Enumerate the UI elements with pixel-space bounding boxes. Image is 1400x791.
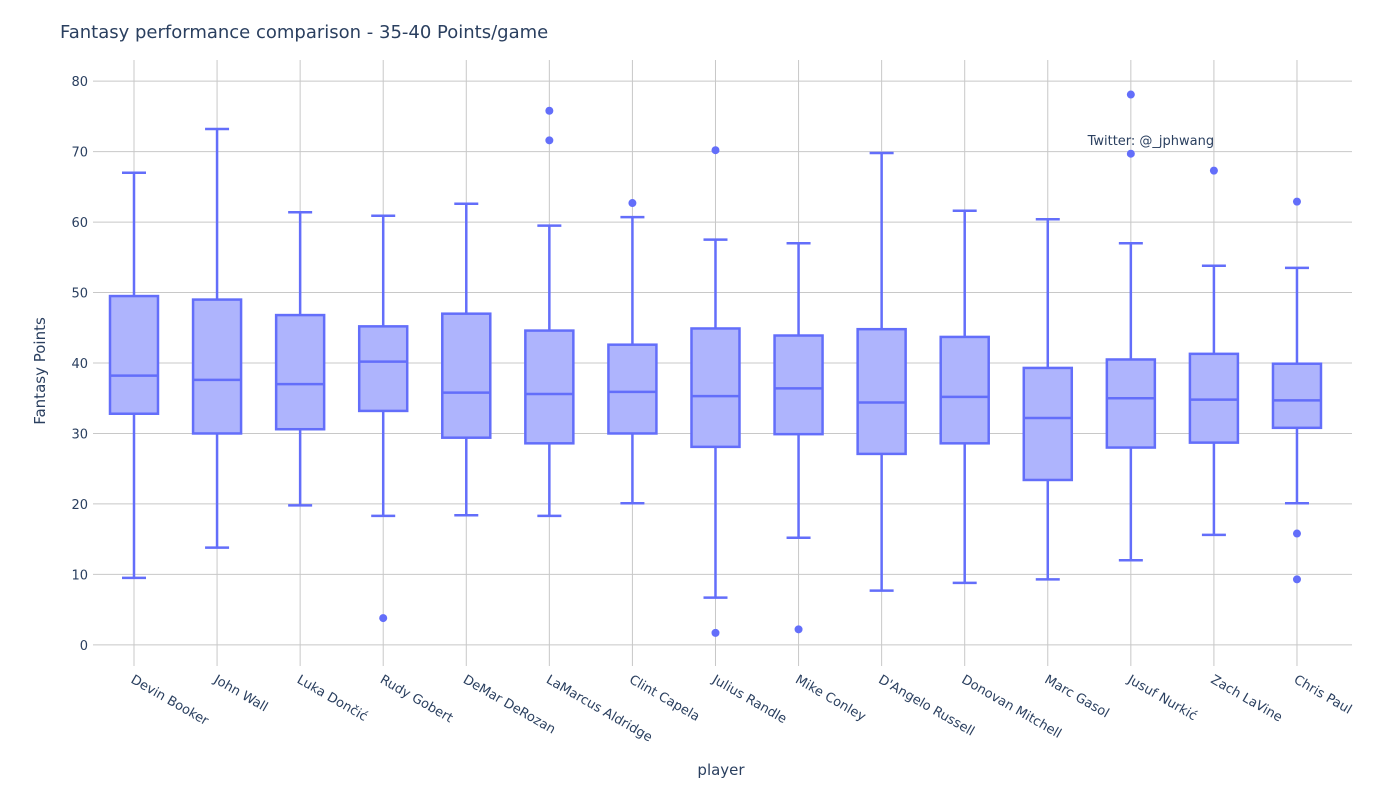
iqr-box [357,325,409,413]
y-tick-label: 60 [71,216,88,231]
iqr-box [1188,352,1240,444]
y-tick-label: 50 [71,287,88,302]
box-9 [773,241,824,634]
y-tick-label: 70 [71,146,88,161]
y-axis-ticks: 0 10 20 30 40 50 60 70 80 [71,75,88,654]
iqr-box [1271,362,1323,430]
box-2 [191,127,243,549]
iqr-box [773,334,824,436]
y-tick-label: 20 [71,498,88,513]
box-series [108,90,1323,637]
iqr-box [856,327,907,456]
y-tick-label: 0 [80,639,88,654]
box-13 [1105,90,1157,562]
y-tick-label: 10 [71,568,88,583]
box-5 [441,202,492,517]
outlier-point [711,628,720,637]
y-tick-label: 30 [71,427,88,442]
box-7 [607,199,658,505]
box-8 [690,146,741,637]
outlier-point [1292,529,1301,538]
outlier-point [794,625,803,634]
y-tick-label: 80 [71,75,88,90]
iqr-box [607,343,658,435]
outlier-point [1209,166,1218,175]
box-4 [357,214,409,623]
outlier-point [545,106,554,115]
box-11 [939,209,990,585]
iqr-box [1105,358,1157,449]
outlier-point [1126,90,1135,99]
iqr-box [108,294,160,415]
x-axis-title: player [697,761,745,779]
outlier-point [628,199,637,208]
box-10 [856,151,907,592]
iqr-box [191,298,243,435]
iqr-box [441,312,492,439]
outlier-point [711,146,720,155]
twitter-annotation: Twitter: @_jphwang [1087,134,1215,149]
iqr-box [274,313,326,431]
iqr-box [524,329,575,445]
chart-title: Fantasy performance comparison - 35-40 P… [60,22,548,43]
outlier-point [1292,575,1301,584]
outlier-point [379,614,388,623]
iqr-box [939,335,990,445]
y-axis-title: Fantasy Points [31,317,49,425]
outlier-point [545,136,554,145]
box-12 [1022,218,1074,581]
iqr-box [690,327,741,449]
iqr-box [1022,366,1074,482]
box-1 [108,171,160,580]
box-6 [524,106,575,518]
outlier-point [1126,149,1135,158]
box-15 [1271,197,1323,584]
box-3 [274,210,326,507]
y-tick-label: 40 [71,357,88,372]
outlier-point [1292,197,1301,206]
box-14 [1188,166,1240,537]
